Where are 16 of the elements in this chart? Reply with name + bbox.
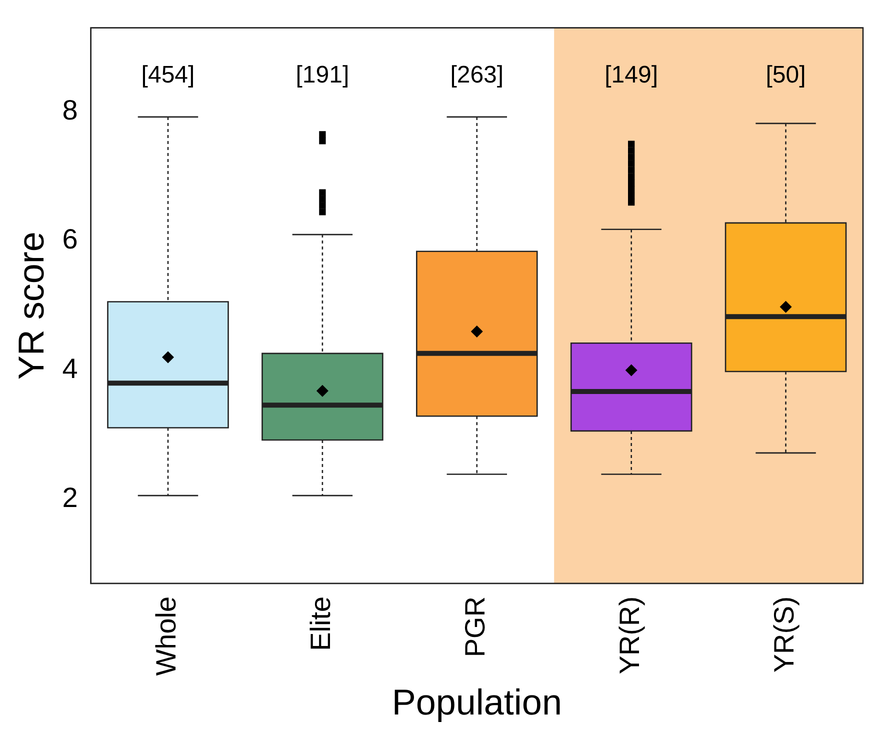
y-tick-label: 4 — [62, 352, 78, 384]
y-tick-label: 2 — [62, 482, 78, 514]
annotation: [263] — [450, 61, 504, 88]
x-tick-label: YR(S) — [768, 596, 800, 673]
annotation: [454] — [141, 61, 195, 88]
y-axis-title: YR score — [10, 232, 52, 380]
x-tick-label: YR(R) — [614, 596, 646, 674]
x-tick-label: Elite — [305, 596, 336, 651]
x-tick-label: PGR — [460, 596, 491, 658]
annotation: [149] — [604, 61, 658, 88]
y-tick-label: 6 — [62, 224, 78, 255]
annotation: [50] — [766, 61, 806, 88]
annotation: [191] — [296, 61, 350, 88]
x-tick-label: Whole — [150, 596, 182, 676]
y-tick-label: 8 — [62, 94, 78, 126]
x-axis-title: Population — [392, 681, 562, 722]
